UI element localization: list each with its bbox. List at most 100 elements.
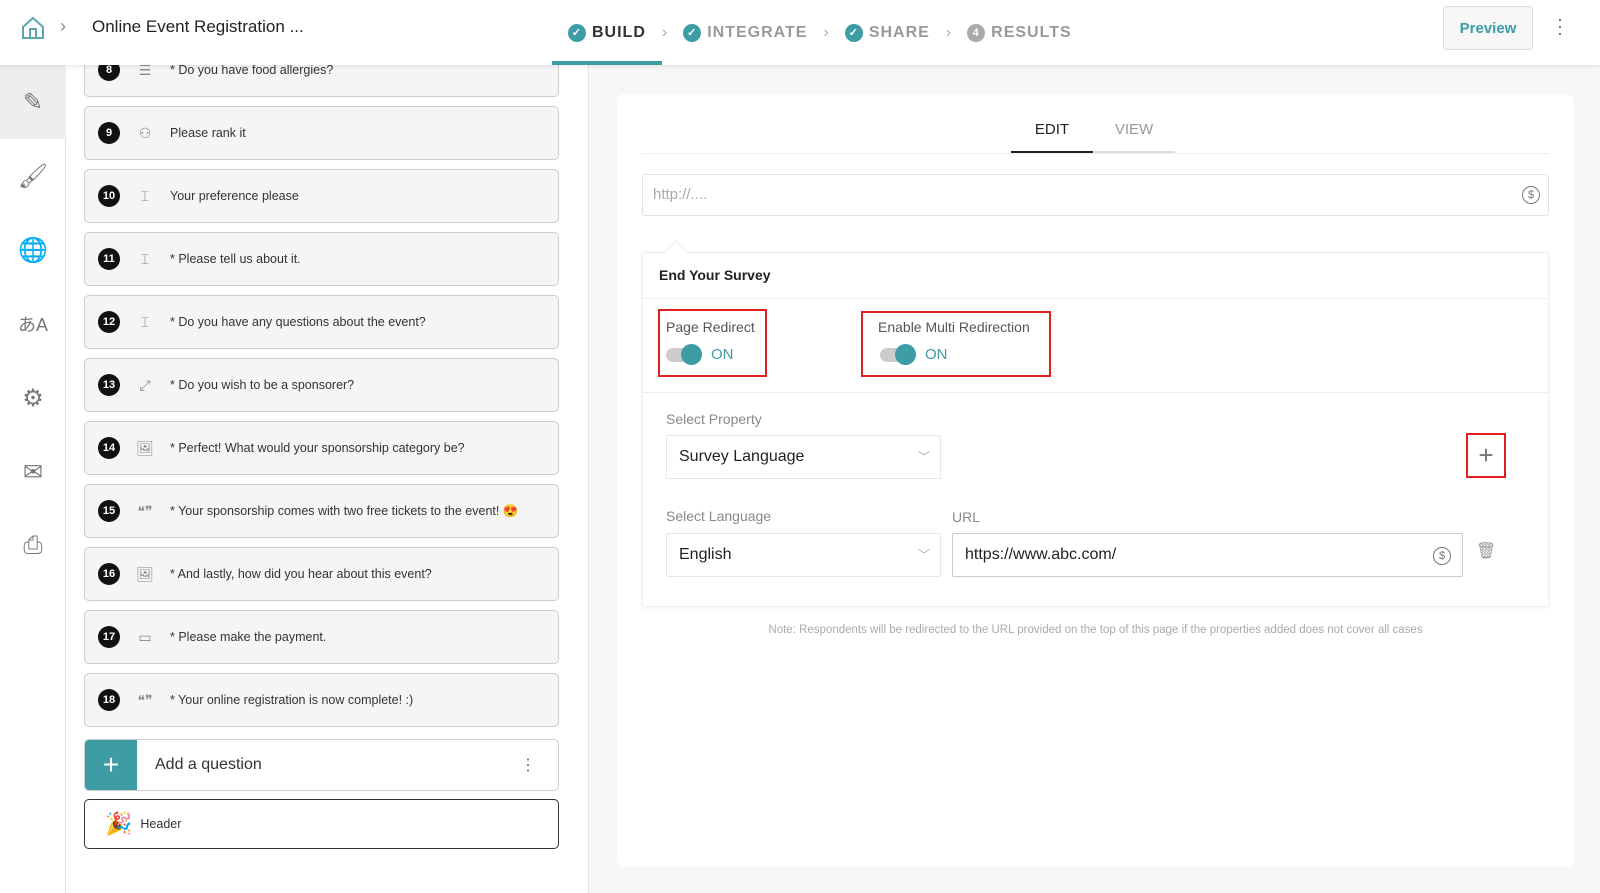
add-property-button[interactable]: +: [1466, 433, 1506, 478]
dollar-icon[interactable]: $: [1522, 186, 1540, 204]
multi-redirect-toggle[interactable]: [880, 344, 916, 365]
select-language-dropdown[interactable]: English ﹀: [666, 533, 941, 577]
question-text: * Perfect! What would your sponsorship c…: [170, 441, 465, 455]
home-icon[interactable]: [20, 16, 46, 40]
question-item[interactable]: 12 ⌶ * Do you have any questions about the…: [84, 295, 559, 349]
question-item[interactable]: 8 ☰ * Do you have food allergies?: [84, 65, 559, 97]
question-item[interactable]: 15 ❝❞ * Your sponsorship comes with two fr…: [84, 484, 559, 538]
highlight-box: [861, 311, 1051, 377]
redirect-url-input[interactable]: http://....: [642, 174, 1549, 216]
trash-icon[interactable]: 🗑: [1476, 543, 1497, 560]
step-label: BUILD: [592, 23, 646, 41]
question-item[interactable]: 13 ⤢ * Do you wish to be a sponsorer?: [84, 358, 559, 412]
end-survey-card: End Your Survey Page Redirect ON Enable …: [642, 252, 1549, 607]
card-title: End Your Survey: [659, 267, 771, 283]
side-rail: ✎ 🖌 🌐 あA ⚙ ✉ ⎙: [0, 65, 66, 893]
divider: [643, 392, 1548, 393]
url-label: URL: [952, 509, 981, 525]
toggle-state: ON: [925, 346, 948, 363]
question-text: * Please tell us about it.: [170, 252, 301, 266]
step-label: SHARE: [868, 23, 930, 41]
step-share[interactable]: ✓ SHARE: [829, 0, 946, 65]
check-icon: ✓: [844, 23, 863, 42]
step-integrate[interactable]: ✓ INTEGRATE: [667, 0, 823, 65]
question-number: 16: [98, 563, 120, 585]
survey-title[interactable]: Online Event Registration ...: [92, 17, 304, 36]
highlight-box: [658, 309, 767, 377]
globe-icon[interactable]: 🌐: [18, 236, 48, 264]
plus-icon: +: [85, 740, 137, 790]
step-build[interactable]: ✓ BUILD: [552, 0, 662, 65]
select-property-dropdown[interactable]: Survey Language ﹀: [666, 435, 941, 479]
text-input-icon: ⌶: [140, 187, 150, 204]
question-number: 12: [98, 311, 120, 333]
question-text: Please rank it: [170, 126, 246, 140]
divider: [642, 153, 1549, 154]
more-options-icon[interactable]: ⋮: [520, 757, 536, 774]
question-text: Your preference please: [170, 189, 299, 203]
question-item[interactable]: 17 ▭ * Please make the payment.: [84, 610, 559, 664]
choice-icon: ⤢: [139, 376, 151, 393]
translate-icon[interactable]: あA: [17, 315, 48, 335]
quote-icon: ❝❞: [137, 691, 153, 708]
more-options-icon[interactable]: · · ·: [1557, 9, 1563, 43]
chevron-down-icon: ﹀: [917, 548, 930, 562]
page-redirect-toggle[interactable]: [666, 344, 702, 365]
language-url-input[interactable]: https://www.abc.com/: [952, 533, 1463, 577]
header-item[interactable]: 🎉 Header: [84, 799, 559, 849]
header-label: Header: [140, 817, 182, 831]
add-question-label: Add a question: [155, 756, 262, 773]
text-input-icon: ⌶: [140, 250, 150, 267]
mail-icon[interactable]: ✉: [22, 458, 44, 486]
question-number: 9: [98, 122, 120, 144]
question-number: 17: [98, 626, 120, 648]
add-question-button[interactable]: + Add a question ⋮: [84, 739, 559, 791]
url-value: https://www.abc.com/: [965, 546, 1117, 563]
redirect-panel: EDIT VIEW http://.... $ End Your Survey …: [617, 94, 1574, 867]
question-text: * Your online registration is now comple…: [170, 693, 414, 707]
step-label: RESULTS: [991, 23, 1072, 41]
step-results[interactable]: 4 RESULTS: [951, 0, 1087, 65]
tab-view[interactable]: VIEW: [1093, 110, 1175, 154]
question-number: 8: [98, 65, 120, 81]
question-number: 18: [98, 689, 120, 711]
question-text: * Do you have any questions about the ev…: [170, 315, 426, 329]
question-text: * Do you have food allergies?: [170, 65, 334, 77]
question-list: 8 ☰ * Do you have food allergies? 9 ⚇ Please …: [66, 65, 589, 893]
print-icon[interactable]: ⎙: [23, 532, 43, 559]
preview-button[interactable]: Preview: [1443, 6, 1533, 50]
question-item[interactable]: 14 🖼 * Perfect! What would your sponsorshi…: [84, 421, 559, 475]
question-item[interactable]: 16 🖼 * And lastly, how did you hear about …: [84, 547, 559, 601]
tab-edit[interactable]: EDIT: [1011, 110, 1093, 154]
edit-icon[interactable]: ✎: [0, 65, 66, 139]
question-number: 13: [98, 374, 120, 396]
dollar-icon[interactable]: $: [1433, 547, 1451, 565]
chevron-down-icon: ﹀: [917, 450, 930, 464]
question-number: 15: [98, 500, 120, 522]
divider: [643, 298, 1548, 299]
top-bar: › Online Event Registration ... ✓ BUILD ›…: [0, 0, 1600, 65]
step-label: INTEGRATE: [707, 23, 808, 41]
question-item[interactable]: 18 ❝❞ * Your online registration is now co…: [84, 673, 559, 727]
question-text: * Please make the payment.: [170, 630, 327, 644]
step-nav: ✓ BUILD › ✓ INTEGRATE › ✓ SHARE › 4 RESULTS: [552, 0, 1088, 65]
gear-icon[interactable]: ⚙: [22, 384, 44, 412]
image-icon: 🖼: [136, 565, 154, 582]
question-item[interactable]: 9 ⚇ Please rank it: [84, 106, 559, 160]
rank-icon: ⚇: [138, 124, 152, 141]
chevron-right-icon: ›: [823, 23, 829, 41]
question-number: 14: [98, 437, 120, 459]
paint-brush-icon[interactable]: 🖌: [17, 162, 49, 190]
question-text: * Your sponsorship comes with two free t…: [170, 503, 519, 518]
check-icon: ✓: [568, 23, 586, 42]
select-language-label: Select Language: [666, 508, 772, 524]
question-item[interactable]: 11 ⌶ * Please tell us about it.: [84, 232, 559, 286]
redirect-note: Note: Respondents will be redirected to …: [768, 624, 1423, 636]
question-item[interactable]: 10 ⌶ Your preference please: [84, 169, 559, 223]
chevron-right-icon: ›: [945, 23, 952, 41]
check-icon: ✓: [683, 23, 702, 42]
image-icon: 🖼: [136, 439, 154, 456]
chevron-right-icon: ›: [661, 23, 668, 41]
multi-redirect-label: Enable Multi Redirection: [878, 319, 1030, 335]
question-number: 11: [98, 248, 120, 270]
